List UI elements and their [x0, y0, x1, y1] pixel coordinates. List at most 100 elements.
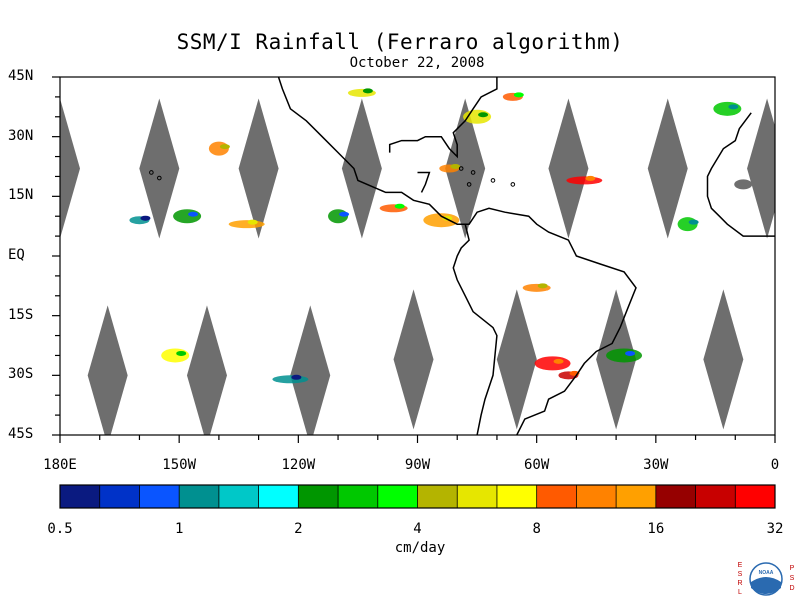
island [466, 182, 472, 187]
island [458, 166, 464, 171]
map-title: SSM/I Rainfall (Ferraro algorithm) [176, 30, 624, 54]
coastline [277, 77, 637, 435]
latitude-label: 30S [8, 366, 34, 383]
colorbar-swatch [695, 485, 736, 508]
colorbar-swatch [616, 485, 657, 508]
colorbar-swatch [536, 485, 577, 508]
rain-area [713, 101, 742, 116]
longitude-label: 120W [281, 457, 316, 473]
rain-area [291, 374, 302, 380]
colorbar-units: cm/day [394, 540, 446, 556]
island [470, 170, 476, 175]
colorbar-swatch [417, 485, 458, 508]
rain-area [140, 215, 151, 221]
colorbar-swatch [735, 485, 776, 508]
coastline [452, 224, 498, 435]
noaa-wave-icon [751, 577, 781, 594]
rain-area [173, 209, 202, 224]
swath-gap [496, 289, 537, 430]
noaa-text: NOAA [759, 570, 774, 576]
colorbar-swatch [218, 485, 260, 508]
psd-letter: S [790, 575, 795, 582]
swath-gap [393, 289, 434, 430]
colorbar-swatch [99, 485, 140, 508]
rain-area [450, 163, 461, 169]
land-mask [734, 179, 753, 190]
colorbar-tick-label: 1 [174, 521, 184, 537]
rain-area [728, 104, 739, 110]
rain-area [534, 356, 571, 371]
colorbar-tick-label: 8 [532, 521, 541, 537]
longitude-label: 180E [43, 457, 77, 473]
rain-area [537, 283, 548, 289]
rain-area [442, 215, 453, 221]
longitude-label: 90W [404, 457, 431, 473]
rain-area [513, 92, 524, 98]
swath-gap [747, 98, 775, 239]
colorbar-swatch [457, 485, 498, 508]
rain-area [247, 219, 258, 225]
colorbar-tick-label: 16 [647, 521, 665, 537]
rain-area [394, 203, 405, 209]
colorbar-swatch [496, 485, 538, 508]
colorbar-tick-label: 2 [294, 521, 303, 537]
colorbar-swatch [377, 485, 418, 508]
esrl-letter: S [738, 571, 743, 578]
swath-gap [139, 98, 180, 239]
rain-area [188, 211, 199, 217]
island [157, 175, 162, 181]
esrl-letter: R [737, 580, 742, 587]
rain-area [553, 358, 564, 364]
longitude-label: 0 [770, 457, 780, 473]
rain-area [176, 350, 187, 356]
latitude-label: 45N [8, 68, 34, 84]
swath-gap [548, 98, 589, 239]
colorbar-swatch [60, 485, 101, 508]
rain-area [362, 88, 373, 94]
swath-gap [87, 305, 128, 435]
esrl-letter: L [738, 589, 742, 596]
rain-area [625, 350, 636, 356]
map-plot-area [60, 77, 775, 435]
rain-area [272, 375, 309, 384]
latitude-label: 30N [8, 127, 34, 144]
colorbar-swatch [298, 485, 339, 508]
swath-gap [341, 98, 382, 239]
coastline [388, 77, 498, 159]
colorbar-tick-label: 4 [413, 521, 422, 537]
swath-gap [60, 98, 80, 239]
rain-area [566, 176, 603, 185]
swath-gap [703, 289, 744, 430]
island [490, 178, 496, 183]
colorbar-swatch [258, 485, 299, 508]
latitude-label: 45S [8, 426, 34, 442]
latitude-label: EQ [8, 247, 25, 263]
latitude-label: 15S [8, 306, 34, 323]
rain-area [339, 211, 350, 217]
latitude-label: 15N [8, 187, 34, 204]
rain-area [161, 348, 190, 363]
island [149, 170, 154, 175]
swath-gap [186, 305, 227, 435]
colorbar-swatch [139, 485, 180, 508]
esrl-letter: E [738, 562, 743, 569]
rain-area [688, 219, 699, 225]
psd-letter: D [789, 585, 794, 592]
swath-gap [445, 98, 486, 239]
longitude-label: 150W [162, 457, 197, 473]
colorbar-tick-label: 0.5 [47, 521, 73, 537]
colorbar-tick-label: 32 [766, 521, 784, 537]
swath-gap [238, 98, 279, 239]
longitude-label: 60W [524, 457, 550, 473]
coastline [417, 171, 431, 193]
swath-gap [290, 305, 331, 435]
colorbar-swatch [576, 485, 617, 508]
rain-area [585, 175, 596, 181]
rain-area [478, 112, 489, 118]
rain-area [228, 220, 265, 229]
colorbar-swatch [338, 485, 379, 508]
map-subtitle: October 22, 2008 [349, 55, 485, 71]
longitude-label: 30W [643, 457, 669, 473]
